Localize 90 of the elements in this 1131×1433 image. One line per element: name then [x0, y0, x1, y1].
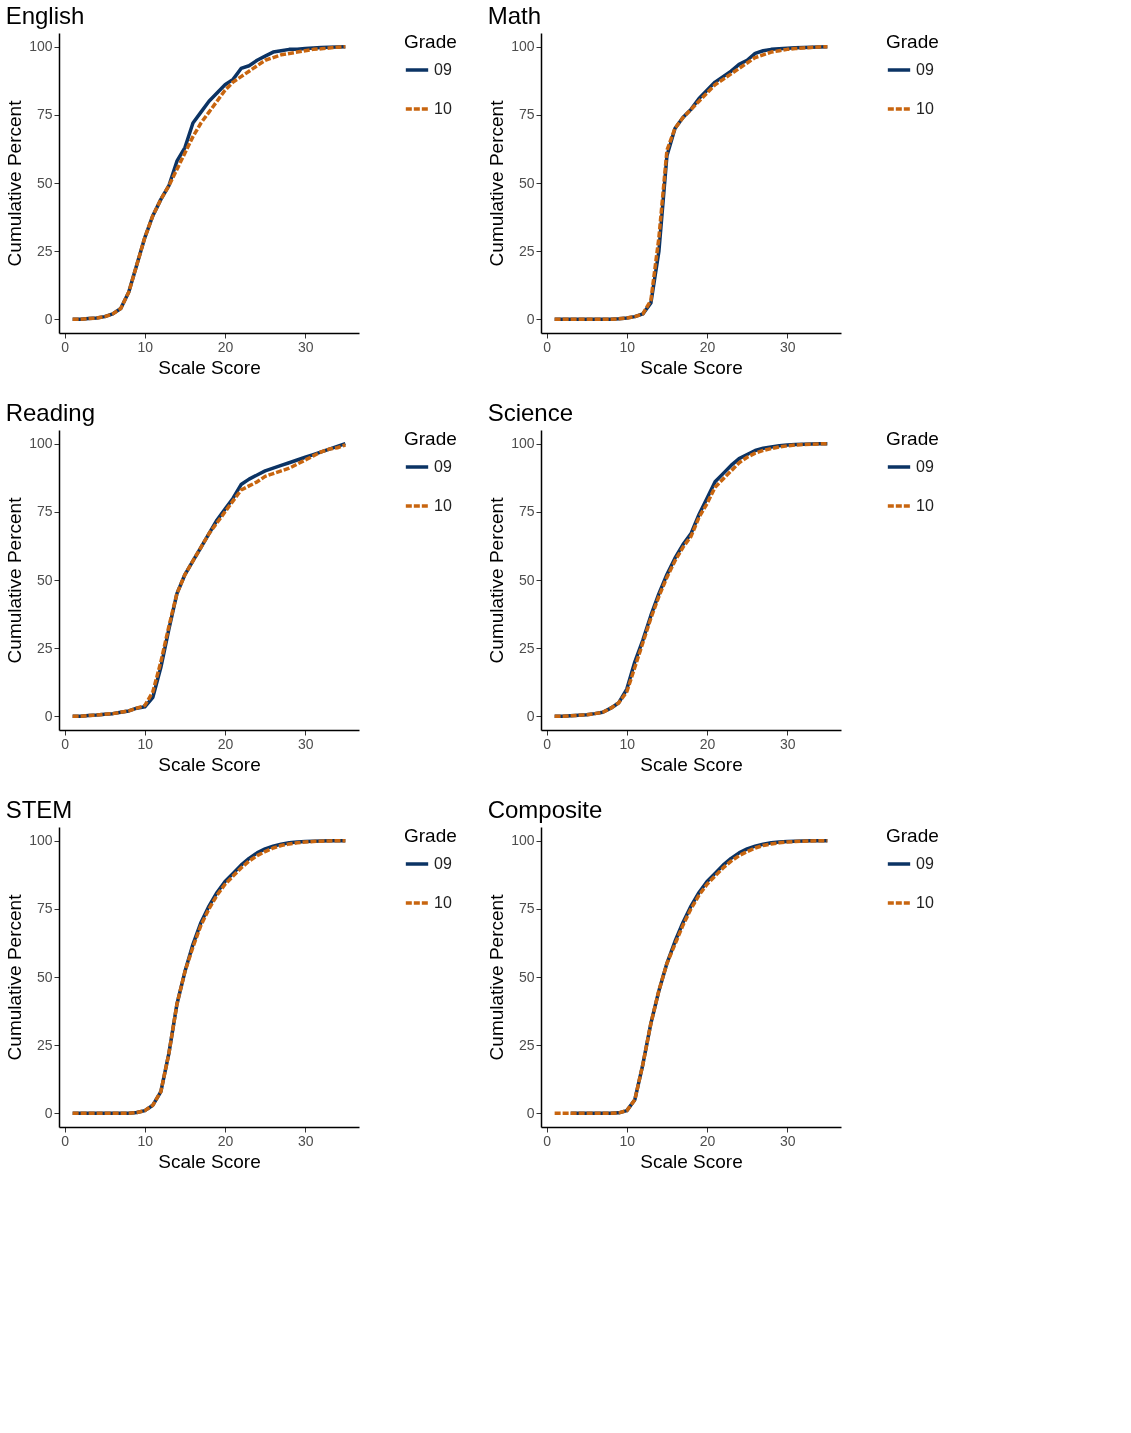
y-tick-label: 75 [36, 106, 53, 123]
x-axis-title: Scale Score [640, 356, 743, 378]
x-tick-label: 30 [297, 1132, 314, 1149]
chart-title: Reading [5, 399, 96, 426]
y-axis-title: Cumulative Percent [4, 496, 26, 664]
legend-label: 09 [434, 855, 452, 872]
legend-label: 10 [916, 894, 934, 911]
x-tick-label: 20 [699, 338, 716, 355]
x-tick-label: 0 [61, 1132, 70, 1149]
y-tick-label: 50 [36, 174, 53, 191]
y-tick-label: 75 [518, 503, 535, 520]
y-tick-label: 100 [29, 38, 53, 55]
y-tick-label: 75 [518, 106, 535, 123]
y-axis-title: Cumulative Percent [486, 496, 508, 664]
x-tick-label: 30 [779, 735, 796, 752]
x-tick-label: 30 [297, 338, 314, 355]
x-tick-label: 30 [779, 1132, 796, 1149]
y-axis-title: Cumulative Percent [4, 99, 26, 267]
y-tick-label: 25 [36, 242, 53, 259]
x-tick-label: 20 [699, 1132, 716, 1149]
x-tick-label: 0 [61, 735, 70, 752]
y-tick-label: 100 [29, 832, 53, 849]
legend-label: 09 [916, 61, 934, 78]
x-axis-title: Scale Score [158, 356, 261, 378]
y-tick-label: 0 [44, 707, 53, 724]
chart-title: Composite [487, 796, 603, 823]
x-tick-label: 20 [217, 735, 234, 752]
legend-label: 10 [434, 100, 452, 117]
legend-label: 10 [434, 497, 452, 514]
y-tick-label: 50 [36, 968, 53, 985]
legend-label: 09 [916, 855, 934, 872]
y-tick-label: 25 [518, 242, 535, 259]
y-tick-label: 50 [518, 571, 535, 588]
y-axis-title: Cumulative Percent [486, 893, 508, 1061]
x-tick-label: 0 [61, 338, 70, 355]
legend-title: Grade [886, 428, 939, 449]
y-tick-label: 100 [511, 832, 535, 849]
x-tick-label: 30 [297, 735, 314, 752]
legend-title: Grade [404, 31, 457, 52]
legend-label: 10 [916, 497, 934, 514]
y-tick-label: 0 [526, 1104, 535, 1121]
y-tick-label: 25 [518, 639, 535, 656]
y-axis-title: Cumulative Percent [4, 893, 26, 1061]
legend-label: 09 [916, 458, 934, 475]
x-tick-label: 10 [137, 735, 154, 752]
legend-label: 09 [434, 61, 452, 78]
y-tick-label: 75 [36, 900, 53, 917]
y-tick-label: 50 [518, 968, 535, 985]
chart-title: Science [487, 399, 574, 426]
y-tick-label: 50 [36, 571, 53, 588]
x-axis-title: Scale Score [158, 753, 261, 775]
x-tick-label: 20 [699, 735, 716, 752]
y-tick-label: 0 [44, 310, 53, 327]
x-tick-label: 10 [137, 338, 154, 355]
legend-title: Grade [886, 31, 939, 52]
y-tick-label: 50 [518, 174, 535, 191]
y-tick-label: 0 [44, 1104, 53, 1121]
x-tick-label: 0 [543, 735, 552, 752]
y-tick-label: 25 [518, 1036, 535, 1053]
legend-title: Grade [886, 825, 939, 846]
x-tick-label: 20 [217, 1132, 234, 1149]
x-tick-label: 20 [217, 338, 234, 355]
x-tick-label: 0 [543, 1132, 552, 1149]
x-tick-label: 10 [619, 735, 636, 752]
y-tick-label: 100 [511, 38, 535, 55]
y-tick-label: 0 [526, 310, 535, 327]
x-tick-label: 30 [779, 338, 796, 355]
x-tick-label: 10 [137, 1132, 154, 1149]
y-tick-label: 25 [36, 639, 53, 656]
chart-title: Math [487, 2, 541, 29]
y-tick-label: 100 [511, 435, 535, 452]
chart-title: English [5, 2, 85, 29]
legend-label: 10 [434, 894, 452, 911]
legend-title: Grade [404, 825, 457, 846]
y-tick-label: 75 [518, 900, 535, 917]
legend-label: 10 [916, 100, 934, 117]
chart-title: STEM [5, 796, 73, 823]
x-tick-label: 0 [543, 338, 552, 355]
x-axis-title: Scale Score [158, 1150, 261, 1172]
x-tick-label: 10 [619, 1132, 636, 1149]
y-tick-label: 25 [36, 1036, 53, 1053]
y-tick-label: 0 [526, 707, 535, 724]
x-axis-title: Scale Score [640, 1150, 743, 1172]
y-axis-title: Cumulative Percent [486, 99, 508, 267]
legend-label: 09 [434, 458, 452, 475]
y-tick-label: 100 [29, 435, 53, 452]
x-axis-title: Scale Score [640, 753, 743, 775]
x-tick-label: 10 [619, 338, 636, 355]
legend-title: Grade [404, 428, 457, 449]
y-tick-label: 75 [36, 503, 53, 520]
